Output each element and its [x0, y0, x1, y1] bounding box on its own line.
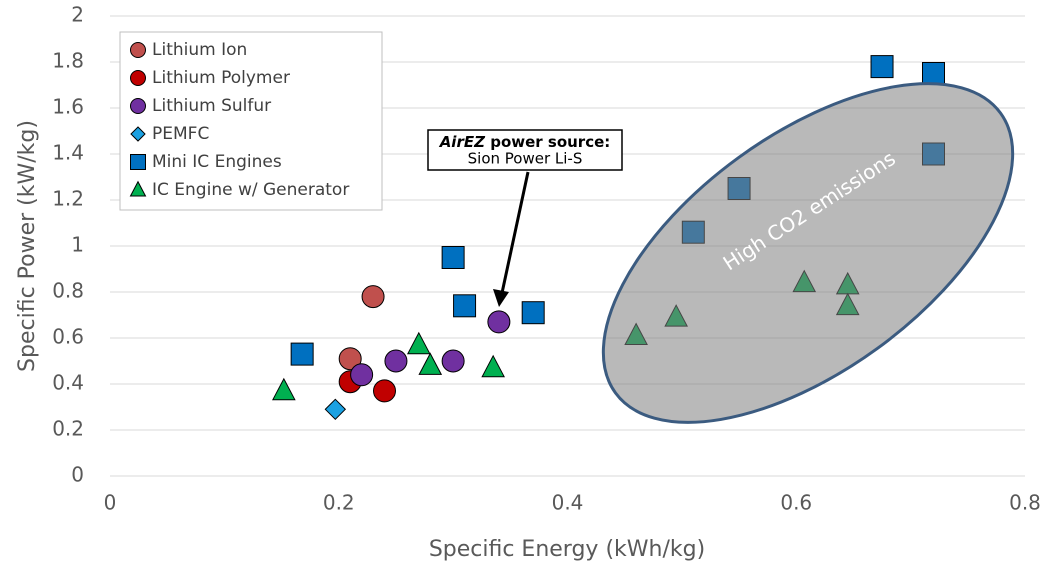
- legend-label: IC Engine w/ Generator: [152, 180, 349, 200]
- legend-label: Lithium Ion: [152, 40, 247, 60]
- y-tick-label: 1: [71, 233, 84, 257]
- point: [441, 246, 465, 269]
- point: [487, 310, 511, 334]
- x-tick-label: 0.8: [1009, 491, 1041, 515]
- legend-swatch: [130, 98, 146, 114]
- legend: Lithium Ion Lithium Polymer Lithium Sulfur…: [119, 31, 383, 211]
- legend-label: Mini IC Engines: [152, 152, 282, 172]
- callout-italic: AirEZ: [439, 133, 486, 151]
- legend-swatch: [130, 126, 146, 142]
- point: [418, 352, 443, 375]
- callout-box: [427, 129, 623, 171]
- x-axis-title: Specific Energy (kWh/kg): [429, 537, 705, 562]
- x-tick-label: 0.6: [780, 491, 812, 515]
- legend-label: PEMFC: [152, 124, 209, 144]
- point: [922, 62, 945, 85]
- point: [324, 398, 347, 421]
- y-tick-label: 0: [71, 463, 84, 487]
- y-tick-label: 1.8: [52, 49, 84, 73]
- y-tick-label: 1.2: [52, 187, 84, 211]
- legend-swatch: [130, 154, 146, 170]
- point: [338, 347, 362, 371]
- y-tick-label: 0.6: [52, 325, 84, 349]
- legend-label: Lithium Polymer: [152, 68, 290, 88]
- legend-box: [119, 31, 383, 211]
- callout-line2: Sion Power Li-S: [468, 150, 583, 168]
- point: [272, 377, 296, 401]
- legend-swatch: [129, 180, 147, 197]
- x-tick-label: 0.2: [323, 491, 355, 515]
- y-tick-label: 0.2: [52, 417, 84, 441]
- emissions-region: [601, 82, 1015, 424]
- callout-title: AirEZ power source:: [439, 133, 611, 151]
- arrow-head: [493, 289, 509, 307]
- point: [384, 349, 408, 373]
- x-tick-label: 0: [104, 491, 117, 515]
- y-tick-label: 2: [71, 3, 84, 27]
- point: [481, 354, 505, 378]
- y-tick-label: 0.4: [52, 371, 84, 395]
- point: [361, 285, 385, 309]
- point: [441, 349, 465, 373]
- callout-rest: power source:: [485, 133, 610, 151]
- point: [453, 294, 477, 318]
- point: [373, 379, 396, 403]
- point: [521, 301, 545, 325]
- callout-arrow: [500, 171, 530, 294]
- x-tick-label: 0.4: [552, 491, 584, 515]
- y-axis-title: Specific Power (kW/kg): [15, 120, 40, 372]
- point: [290, 342, 314, 366]
- point: [870, 55, 894, 79]
- y-tick-label: 0.8: [52, 279, 84, 303]
- legend-swatch: [130, 70, 146, 86]
- legend-swatch: [130, 42, 146, 58]
- point: [406, 331, 431, 355]
- y-tick-label: 1.4: [52, 141, 84, 165]
- point: [350, 363, 374, 387]
- y-tick-label: 1.6: [52, 95, 84, 119]
- legend-label: Lithium Sulfur: [152, 96, 271, 116]
